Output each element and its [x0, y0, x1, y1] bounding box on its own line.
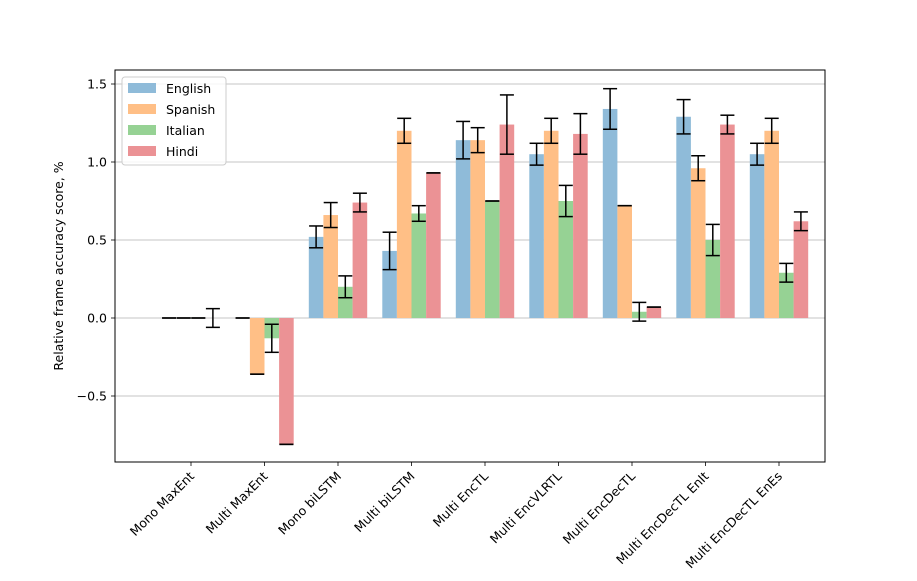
bar-english-5 — [529, 154, 544, 318]
error-bar — [338, 275, 353, 299]
error-bar — [676, 98, 691, 135]
bar-italian-7 — [705, 240, 721, 318]
error-bar — [456, 120, 471, 160]
bar-spanish-7 — [690, 168, 706, 318]
error-bar — [764, 117, 779, 145]
error-bar — [470, 126, 485, 154]
error-bar — [205, 307, 220, 329]
bar-hindi-6 — [646, 307, 662, 318]
y-axis-label: Relative frame accuracy score, % — [51, 161, 66, 370]
y-tick-label: 1.5 — [87, 77, 107, 92]
error-bar — [632, 301, 647, 322]
bar-spanish-4 — [470, 140, 485, 318]
bar-spanish-3 — [396, 130, 412, 318]
error-bar — [397, 117, 412, 145]
bar-english-2 — [308, 236, 324, 318]
legend-label-italian: Italian — [166, 123, 205, 138]
legend-box — [121, 76, 227, 166]
error-bar — [603, 87, 618, 130]
bar-italian-3 — [411, 213, 427, 318]
bar-hindi-5 — [573, 133, 588, 318]
error-bar — [573, 112, 588, 155]
bar-english-3 — [382, 250, 397, 318]
error-bar — [544, 117, 559, 145]
bar-spanish-2 — [323, 215, 338, 318]
bar-spanish-6 — [617, 205, 632, 318]
bar-hindi-4 — [499, 124, 515, 318]
error-bar — [309, 225, 324, 249]
error-bar — [779, 262, 794, 283]
bar-hindi-2 — [352, 202, 368, 318]
plot-frame — [114, 69, 826, 463]
error-bar — [705, 223, 720, 257]
bar-spanish-5 — [543, 130, 559, 318]
bar-english-6 — [602, 108, 618, 319]
bar-hindi-7 — [720, 124, 735, 318]
legend: English Spanish Italian Hindi — [121, 76, 227, 166]
error-bar — [691, 155, 706, 182]
error-bar — [382, 231, 397, 271]
error-bar — [323, 201, 338, 229]
error-bar — [750, 142, 765, 166]
error-bar — [793, 211, 808, 232]
bar-italian-8 — [779, 272, 794, 318]
y-axis: −0.5 0.0 0.5 1.0 1.5 — [77, 77, 115, 404]
legend-swatch-english — [128, 83, 156, 93]
bar-english-7 — [676, 116, 691, 318]
bar-hindi-8 — [793, 221, 809, 318]
legend-label-spanish: Spanish — [166, 102, 215, 117]
legend-label-hindi: Hindi — [166, 144, 198, 159]
bar-italian-4 — [485, 201, 500, 318]
error-bar — [529, 142, 544, 166]
bar-hindi-3 — [426, 172, 441, 318]
bars — [161, 108, 809, 445]
error-bar — [264, 323, 279, 354]
legend-swatch-spanish — [128, 104, 156, 114]
bar-english-4 — [455, 140, 471, 318]
error-bar — [720, 114, 735, 135]
bar-spanish-8 — [764, 130, 779, 318]
bar-italian-2 — [338, 286, 353, 318]
bar-hindi-1 — [279, 318, 294, 445]
legend-swatch-hindi — [128, 146, 156, 156]
y-tick-label: 1.0 — [87, 155, 107, 170]
bar-english-8 — [749, 154, 765, 318]
legend-label-english: English — [166, 81, 211, 96]
error-bar — [558, 184, 573, 218]
y-tick-label: 0.0 — [87, 311, 107, 326]
error-bars — [162, 87, 808, 446]
legend-swatch-italian — [128, 125, 156, 135]
bar-spanish-1 — [249, 318, 265, 375]
error-bar — [499, 94, 514, 155]
error-bar — [411, 204, 426, 223]
y-tick-label: −0.5 — [77, 389, 107, 404]
bar-italian-5 — [558, 201, 574, 318]
y-tick-label: 0.5 — [87, 233, 107, 248]
error-bar — [352, 192, 367, 213]
